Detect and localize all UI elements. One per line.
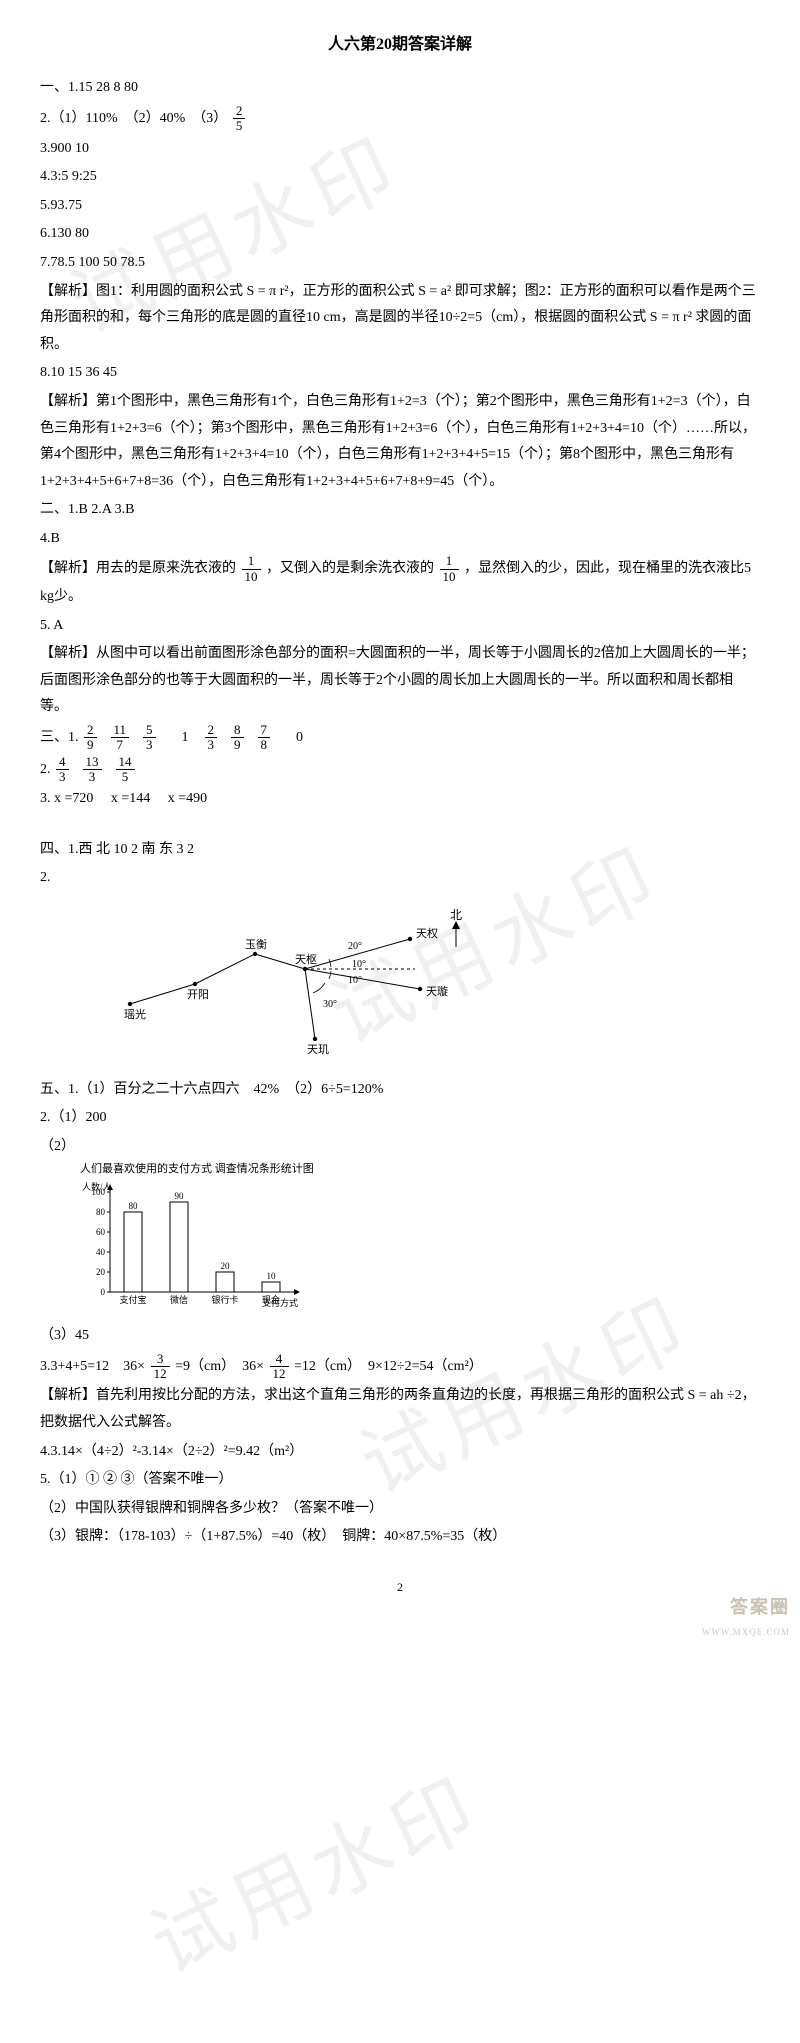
fraction-row: 43133145 — [54, 762, 147, 777]
text: 【解析】用去的是原来洗衣液的 — [40, 562, 236, 577]
text: ，又倒入的是剩余洗衣液的 — [266, 562, 434, 577]
svg-text:80: 80 — [96, 1207, 106, 1217]
text: 2.（1）110% （2）40% （3） — [40, 111, 227, 126]
svg-text:40: 40 — [96, 1247, 106, 1257]
fraction: 110 — [440, 554, 459, 584]
text-line: 4.3:5 9:25 — [40, 164, 760, 191]
text: 3.3+4+5=12 36× — [40, 1359, 145, 1374]
page-title: 人六第20期答案详解 — [40, 30, 760, 60]
star-diagram: 瑶光 开阳 玉衡天枢 天权天璇天玑 20° 10° 10° 30° 北 — [100, 899, 500, 1059]
svg-text:开阳: 开阳 — [187, 988, 209, 1001]
fraction: 43 — [56, 755, 69, 785]
fraction: 110 — [242, 554, 261, 584]
svg-text:天枢: 天枢 — [295, 952, 317, 966]
svg-text:20: 20 — [221, 1261, 231, 1271]
fraction: 78 — [258, 723, 271, 753]
fraction: 25 — [233, 104, 246, 134]
fraction: 29 — [84, 723, 97, 753]
text: 2. — [40, 762, 51, 777]
text-line: 五、1.（1）百分之二十六点四六 42% （2）6÷5=120% — [40, 1077, 760, 1104]
text-line: 2. 43133145 — [40, 755, 760, 785]
text-line: 5. A — [40, 613, 760, 640]
fraction: 145 — [116, 755, 135, 785]
page-number: 2 — [40, 1576, 760, 1599]
text-line: 8.10 15 36 45 — [40, 360, 760, 387]
watermark: 试用水印 — [124, 1733, 507, 2020]
text-line: 三、1. 2911753 1 238978 0 — [40, 723, 760, 753]
text-line: （3）银牌：（178-103）÷（1+87.5%）=40（枚） 铜牌：40×87… — [40, 1524, 760, 1551]
explanation: 【解析】第1个图形中，黑色三角形有1个，白色三角形有1+2=3（个）；第2个图形… — [40, 389, 760, 495]
explanation: 【解析】用去的是原来洗衣液的 110 ，又倒入的是剩余洗衣液的 110 ，显然倒… — [40, 554, 760, 610]
fraction-row: 2911753 1 238978 0 — [82, 730, 317, 745]
text-line: （2）中国队获得银牌和铜牌各多少枚？（答案不唯一） — [40, 1496, 760, 1523]
svg-text:天璇: 天璇 — [426, 985, 448, 998]
explanation: 【解析】从图中可以看出前面图形涂色部分的面积=大圆面积的一半，周长等于小圆周长的… — [40, 641, 760, 721]
svg-text:北: 北 — [450, 908, 462, 922]
text-line: 6.130 80 — [40, 221, 760, 248]
explanation: 【解析】首先利用按比分配的方法，求出这个直角三角形的两条直角边的长度，再根据三角… — [40, 1383, 760, 1436]
text-line: 3.3+4+5=12 36× 312 =9（cm） 36× 412 =12（cm… — [40, 1352, 760, 1382]
fraction: 23 — [205, 723, 218, 753]
text-line: 4.3.14×（4÷2）²-3.14×（2÷2）²=9.42（m²） — [40, 1439, 760, 1466]
svg-text:10°: 10° — [352, 959, 366, 970]
svg-text:0: 0 — [101, 1287, 106, 1297]
fraction: 312 — [151, 1352, 170, 1382]
svg-text:60: 60 — [96, 1227, 106, 1237]
text-line: 3.900 10 — [40, 136, 760, 163]
svg-text:天权: 天权 — [416, 927, 438, 940]
text-line: （2） — [40, 1134, 760, 1161]
svg-text:瑶光: 瑶光 — [124, 1007, 146, 1021]
fraction: 412 — [270, 1352, 289, 1382]
svg-text:90: 90 — [175, 1191, 185, 1201]
chart-title: 人们最喜欢使用的支付方式 调查情况条形统计图 — [80, 1162, 314, 1176]
number: 0 — [282, 730, 317, 745]
text-line: 2. — [40, 865, 760, 892]
text-line: （3）45 — [40, 1323, 760, 1350]
text-line: 2.（1）200 — [40, 1105, 760, 1132]
number: 1 — [168, 730, 203, 745]
text: =9（cm） 36× — [175, 1359, 264, 1374]
fraction: 117 — [111, 723, 130, 753]
svg-text:20°: 20° — [348, 941, 362, 952]
svg-text:玉衡: 玉衡 — [245, 938, 267, 951]
text-line: 3. x =720 x =144 x =490 — [40, 786, 760, 813]
text-line: 7.78.5 100 50 78.5 — [40, 250, 760, 277]
text-line: 2.（1）110% （2）40% （3） 25 — [40, 104, 760, 134]
fraction: 53 — [143, 723, 156, 753]
bar-chart: 020406080100人数/人支付方式80支付宝90微信20银行卡10现金 — [80, 1181, 300, 1311]
text-line: 5.（1）① ② ③（答案不唯一） — [40, 1467, 760, 1494]
svg-text:支付宝: 支付宝 — [119, 1294, 146, 1305]
svg-text:30°: 30° — [323, 999, 337, 1010]
footer-url: WWW.MXQE.COM — [702, 1624, 790, 1641]
svg-text:银行卡: 银行卡 — [211, 1294, 238, 1305]
svg-text:80: 80 — [129, 1201, 139, 1211]
svg-text:天玑: 天玑 — [307, 1044, 329, 1056]
svg-text:人数/人: 人数/人 — [82, 1181, 112, 1192]
svg-text:20: 20 — [96, 1267, 106, 1277]
text-line: 一、1.15 28 8 80 — [40, 75, 760, 102]
explanation: 【解析】图1：利用圆的面积公式 S = π r²，正方形的面积公式 S = a²… — [40, 279, 760, 359]
text-line: 二、1.B 2.A 3.B — [40, 497, 760, 524]
svg-text:10: 10 — [267, 1271, 277, 1281]
text-line: 4.B — [40, 526, 760, 553]
fraction: 89 — [231, 723, 244, 753]
footer-logo: 答案圈 — [730, 1590, 790, 1624]
svg-text:现金: 现金 — [262, 1294, 280, 1305]
text: =12（cm） 9×12÷2=54（cm²） — [294, 1359, 483, 1374]
bar-chart-container: 人们最喜欢使用的支付方式 调查情况条形统计图 020406080100人数/人支… — [80, 1162, 314, 1321]
svg-text:微信: 微信 — [170, 1294, 188, 1305]
text: 三、1. — [40, 730, 79, 745]
text-line: 5.93.75 — [40, 193, 760, 220]
fraction: 133 — [83, 755, 102, 785]
text-line: 四、1.西 北 10 2 南 东 3 2 — [40, 837, 760, 864]
svg-text:10°: 10° — [348, 975, 362, 986]
